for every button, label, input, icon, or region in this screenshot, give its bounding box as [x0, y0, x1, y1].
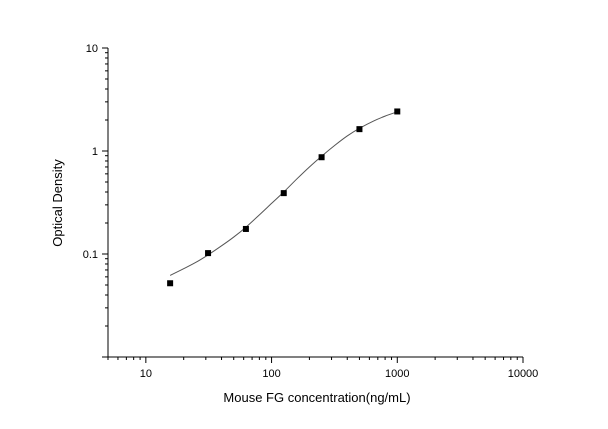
x-axis-label: Mouse FG concentration(ng/mL): [223, 390, 410, 405]
data-point: [280, 190, 287, 197]
y-tick-label: 10: [86, 43, 98, 55]
axes: 10 100 1000 10000 0.1 1 10: [83, 43, 539, 380]
data-points-layer: [167, 108, 401, 287]
x-tick-label: 100: [262, 368, 280, 380]
y-tick-label: 0.1: [83, 249, 98, 261]
x-tick-label: 10000: [508, 368, 539, 380]
data-point: [242, 225, 249, 232]
data-point: [205, 250, 212, 257]
data-point: [318, 154, 325, 161]
data-point: [167, 280, 174, 287]
data-point: [394, 108, 401, 115]
data-point: [356, 126, 363, 133]
y-tick-label: 1: [92, 146, 98, 158]
x-tick-label: 10: [140, 368, 152, 380]
y-axis-label: Optical Density: [50, 159, 65, 247]
x-tick-label: 1000: [385, 368, 409, 380]
